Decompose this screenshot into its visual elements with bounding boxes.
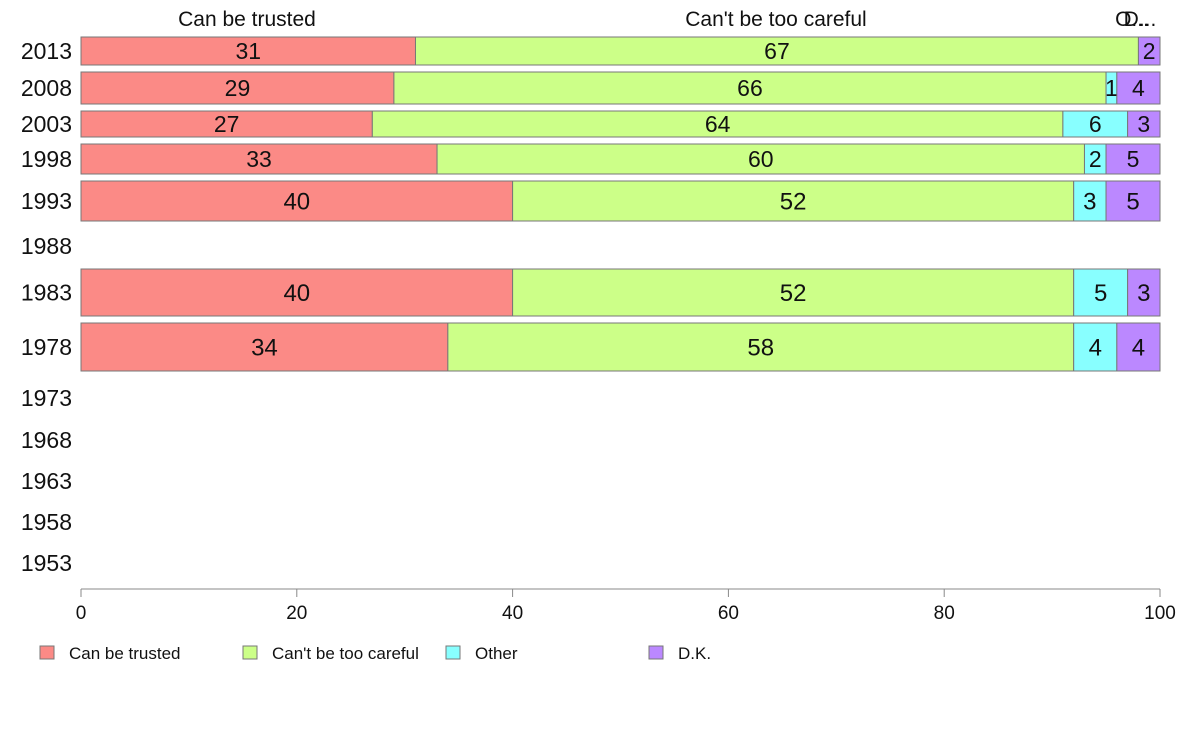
data-label: 52 (780, 188, 807, 215)
data-label: 4 (1132, 334, 1145, 361)
data-label: 3 (1137, 280, 1150, 307)
legend: Can be trusted Can't be too careful Other D… (39, 644, 711, 663)
data-label: 40 (283, 188, 310, 215)
data-label: 1 (1105, 75, 1118, 101)
legend-label: Other (475, 644, 518, 663)
y-tick-label: 1993 (21, 188, 72, 214)
top-labels: Can be trusted Can't be too careful O...D.… (178, 8, 1156, 31)
bar-segment (436, 143, 1085, 175)
bars: 31 67 229 66 1 427 64 6 333 60 2 540 52 3 540 52 5 334 58 4… (80, 36, 1161, 372)
y-tick-label: 1983 (21, 280, 72, 306)
top-label: D... (1124, 8, 1157, 31)
bar-segment (1073, 268, 1129, 317)
legend-label: D.K. (678, 644, 711, 663)
y-tick-label: 2013 (21, 38, 72, 64)
y-tick-label: 1998 (21, 146, 72, 172)
data-label: 3 (1083, 188, 1096, 215)
bar-segment (371, 110, 1064, 138)
y-tick-label: 1973 (21, 385, 72, 411)
bar-segment (1073, 180, 1107, 222)
top-label: O... (1115, 8, 1149, 31)
bar-segment (1062, 110, 1129, 138)
data-label: 5 (1094, 280, 1107, 307)
y-tick-label: 1978 (21, 334, 72, 360)
x-tick-label: 60 (718, 603, 739, 624)
data-label: 4 (1132, 75, 1145, 101)
bar-segment (80, 268, 514, 317)
legend-swatch (648, 645, 664, 660)
data-label: 5 (1127, 146, 1140, 172)
data-label: 3 (1137, 111, 1150, 137)
data-label: 33 (246, 146, 272, 172)
bar-segment (80, 143, 438, 175)
data-label: 40 (283, 280, 310, 307)
bar-segment (1127, 110, 1161, 138)
y-tick-label: 2003 (21, 111, 72, 137)
x-tick-label: 80 (934, 603, 955, 624)
bar-segment (80, 110, 373, 138)
bar-segment (1127, 268, 1161, 317)
legend-swatch (242, 645, 258, 660)
legend-label: Can be trusted (69, 644, 181, 663)
data-label: 2 (1143, 38, 1156, 64)
legend-swatch (445, 645, 461, 660)
bar-segment (1116, 322, 1161, 372)
data-label: 66 (737, 75, 763, 101)
bar-segment (1105, 180, 1161, 222)
bar-segment (1137, 36, 1161, 66)
x-tick-label: 0 (76, 603, 87, 624)
data-label: 2 (1089, 146, 1102, 172)
data-label: 34 (251, 334, 278, 361)
x-tick-label: 100 (1144, 603, 1176, 624)
bar-segment (1073, 322, 1118, 372)
bar-segment (414, 36, 1139, 66)
data-label: 67 (764, 38, 790, 64)
data-label: 29 (225, 75, 251, 101)
bar-segment (1105, 143, 1161, 175)
data-label: 64 (705, 111, 731, 137)
data-label: 27 (214, 111, 240, 137)
bar-segment (447, 322, 1075, 372)
x-axis: 0 20 40 60 80 100 (76, 588, 1176, 624)
bar-segment (512, 268, 1075, 317)
data-label: 60 (748, 146, 774, 172)
y-tick-label: 1988 (21, 233, 72, 259)
y-tick-label: 1953 (21, 550, 72, 576)
data-label: 5 (1126, 188, 1139, 215)
y-tick-label: 1963 (21, 468, 72, 494)
y-tick-label: 2008 (21, 75, 72, 101)
y-tick-label: 1958 (21, 509, 72, 535)
bar-segment (1116, 71, 1161, 105)
legend-label: Can't be too careful (272, 644, 419, 663)
legend-swatch (39, 645, 55, 660)
x-tick-label: 20 (286, 603, 307, 624)
data-label: 4 (1089, 334, 1102, 361)
data-label: 31 (235, 38, 261, 64)
bar-segment (80, 322, 449, 372)
y-tick-labels: 2013 2008 2003 1998 1993 1988 1983 1978 1973 1968… (21, 38, 72, 576)
data-label: 52 (780, 280, 807, 307)
data-label: 58 (747, 334, 774, 361)
bar-segment (512, 180, 1075, 222)
y-tick-label: 1968 (21, 427, 72, 453)
bar-segment (80, 71, 395, 105)
bar-segment (393, 71, 1107, 105)
top-label: Can be trusted (178, 8, 316, 31)
data-label: 6 (1089, 111, 1102, 137)
x-tick-label: 40 (502, 603, 523, 624)
top-label: Can't be too careful (685, 8, 866, 31)
